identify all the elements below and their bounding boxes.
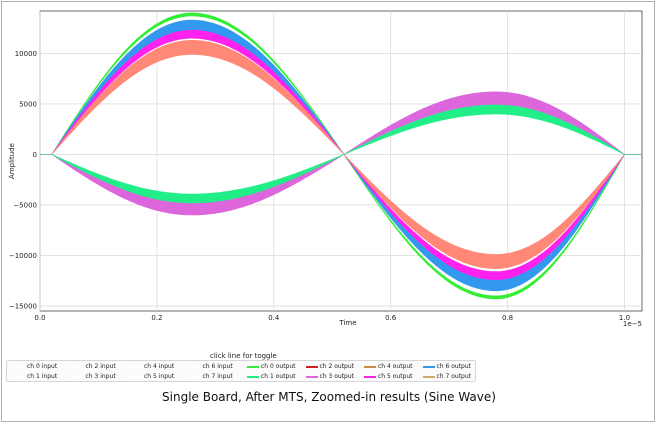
- legend-item-ch-0-output[interactable]: ch 0 output: [247, 363, 296, 372]
- legend-item-ch-6-input[interactable]: ch 6 input: [188, 363, 233, 372]
- legend-title: click line for toggle: [210, 352, 277, 360]
- x-tick-label: 0.4: [268, 314, 280, 322]
- y-tick-label: 5000: [19, 100, 37, 108]
- legend-swatch: [13, 366, 25, 368]
- legend-label: ch 7 input: [202, 373, 233, 380]
- y-axis-label: Amplitude: [8, 143, 16, 179]
- legend-label: ch 7 output: [436, 373, 472, 380]
- legend: ch 0 input ch 1 input ch 2 input ch 3 input…: [6, 360, 476, 382]
- y-tick-label: −5000: [13, 201, 37, 209]
- legend-swatch: [247, 366, 259, 368]
- ticks: 0.0 0.2 0.4 0.6 0.8 1.0 −15000 −10000 −5000 0 5000…: [9, 50, 630, 322]
- series-band-ch-1-output[interactable]: [39, 104, 643, 204]
- x-tick-label: 0.0: [34, 314, 45, 322]
- x-axis-label: Time: [338, 319, 356, 327]
- legend-item-ch-3-input[interactable]: ch 3 input: [71, 373, 116, 382]
- legend-item-ch-2-input[interactable]: ch 2 input: [71, 363, 116, 372]
- legend-item-ch-1-output[interactable]: ch 1 output: [247, 373, 296, 382]
- y-tick-label: −15000: [9, 302, 37, 310]
- legend-label: ch 5 output: [378, 373, 413, 380]
- legend-swatch: [422, 376, 435, 378]
- y-tick-label: 0: [33, 151, 37, 159]
- legend-swatch: [71, 376, 84, 378]
- legend-label: ch 1 input: [27, 373, 58, 380]
- legend-item-ch-4-input[interactable]: ch 4 input: [130, 363, 174, 372]
- x-tick-label: 0.2: [151, 314, 162, 322]
- x-tick-label: 0.8: [502, 314, 513, 322]
- legend-swatch: [71, 366, 84, 368]
- legend-label: ch 0 output: [261, 363, 296, 370]
- legend-item-ch-1-input[interactable]: ch 1 input: [13, 373, 57, 382]
- y-tick-label: −10000: [9, 252, 37, 260]
- legend-swatch: [305, 376, 318, 378]
- legend-item-ch-6-output[interactable]: ch 6 output: [422, 363, 472, 372]
- legend-label: ch 2 output: [319, 363, 355, 370]
- legend-item-ch-5-output[interactable]: ch 5 output: [364, 373, 413, 382]
- x-axis-exponent: 1e−5: [623, 320, 642, 328]
- legend-item-ch-2-output[interactable]: ch 2 output: [305, 363, 355, 372]
- legend-item-ch-3-output[interactable]: ch 3 output: [305, 373, 355, 382]
- legend-swatch: [188, 366, 201, 368]
- legend-swatch: [13, 376, 25, 378]
- y-tick-label: 10000: [15, 50, 37, 58]
- legend-label: ch 6 input: [202, 363, 233, 370]
- legend-item-ch-4-output[interactable]: ch 4 output: [364, 363, 413, 372]
- x-tick-label: 1.0: [619, 314, 630, 322]
- legend-label: ch 2 input: [85, 363, 116, 370]
- legend-swatch: [130, 376, 142, 378]
- legend-label: ch 0 input: [27, 363, 58, 370]
- legend-swatch: [305, 366, 318, 368]
- legend-label: ch 4 input: [144, 363, 175, 370]
- legend-item-ch-5-input[interactable]: ch 5 input: [130, 373, 174, 382]
- figure-caption: Single Board, After MTS, Zoomed-in resul…: [162, 390, 496, 404]
- legend-swatch: [422, 366, 435, 368]
- legend-label: ch 5 input: [144, 373, 175, 380]
- legend-item-ch-7-input[interactable]: ch 7 input: [188, 373, 233, 382]
- legend-swatch: [188, 376, 201, 378]
- legend-label: ch 4 output: [378, 363, 413, 370]
- chart: 0.0 0.2 0.4 0.6 0.8 1.0 −15000 −10000 −5000 0 5000…: [8, 10, 643, 328]
- legend-label: ch 1 output: [261, 373, 296, 380]
- legend-label: ch 3 input: [85, 373, 116, 380]
- legend-swatch: [247, 376, 259, 378]
- x-tick-label: 0.6: [385, 314, 397, 322]
- legend-swatch: [364, 366, 376, 368]
- legend-swatch: [130, 366, 142, 368]
- legend-swatch: [364, 376, 376, 378]
- legend-label: ch 3 output: [319, 373, 355, 380]
- legend-item-ch-7-output[interactable]: ch 7 output: [422, 373, 472, 382]
- series-layer: [39, 12, 643, 300]
- legend-item-ch-0-input[interactable]: ch 0 input: [13, 363, 57, 372]
- legend-label: ch 6 output: [436, 363, 472, 370]
